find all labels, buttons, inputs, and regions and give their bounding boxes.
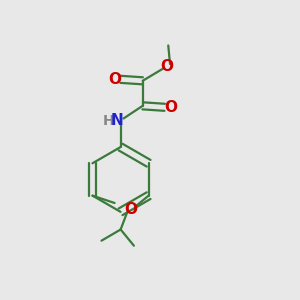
- Text: O: O: [124, 202, 137, 217]
- Text: O: O: [164, 100, 177, 115]
- Text: O: O: [108, 72, 121, 87]
- Text: O: O: [160, 59, 174, 74]
- Text: H: H: [102, 114, 114, 128]
- Text: N: N: [111, 113, 123, 128]
